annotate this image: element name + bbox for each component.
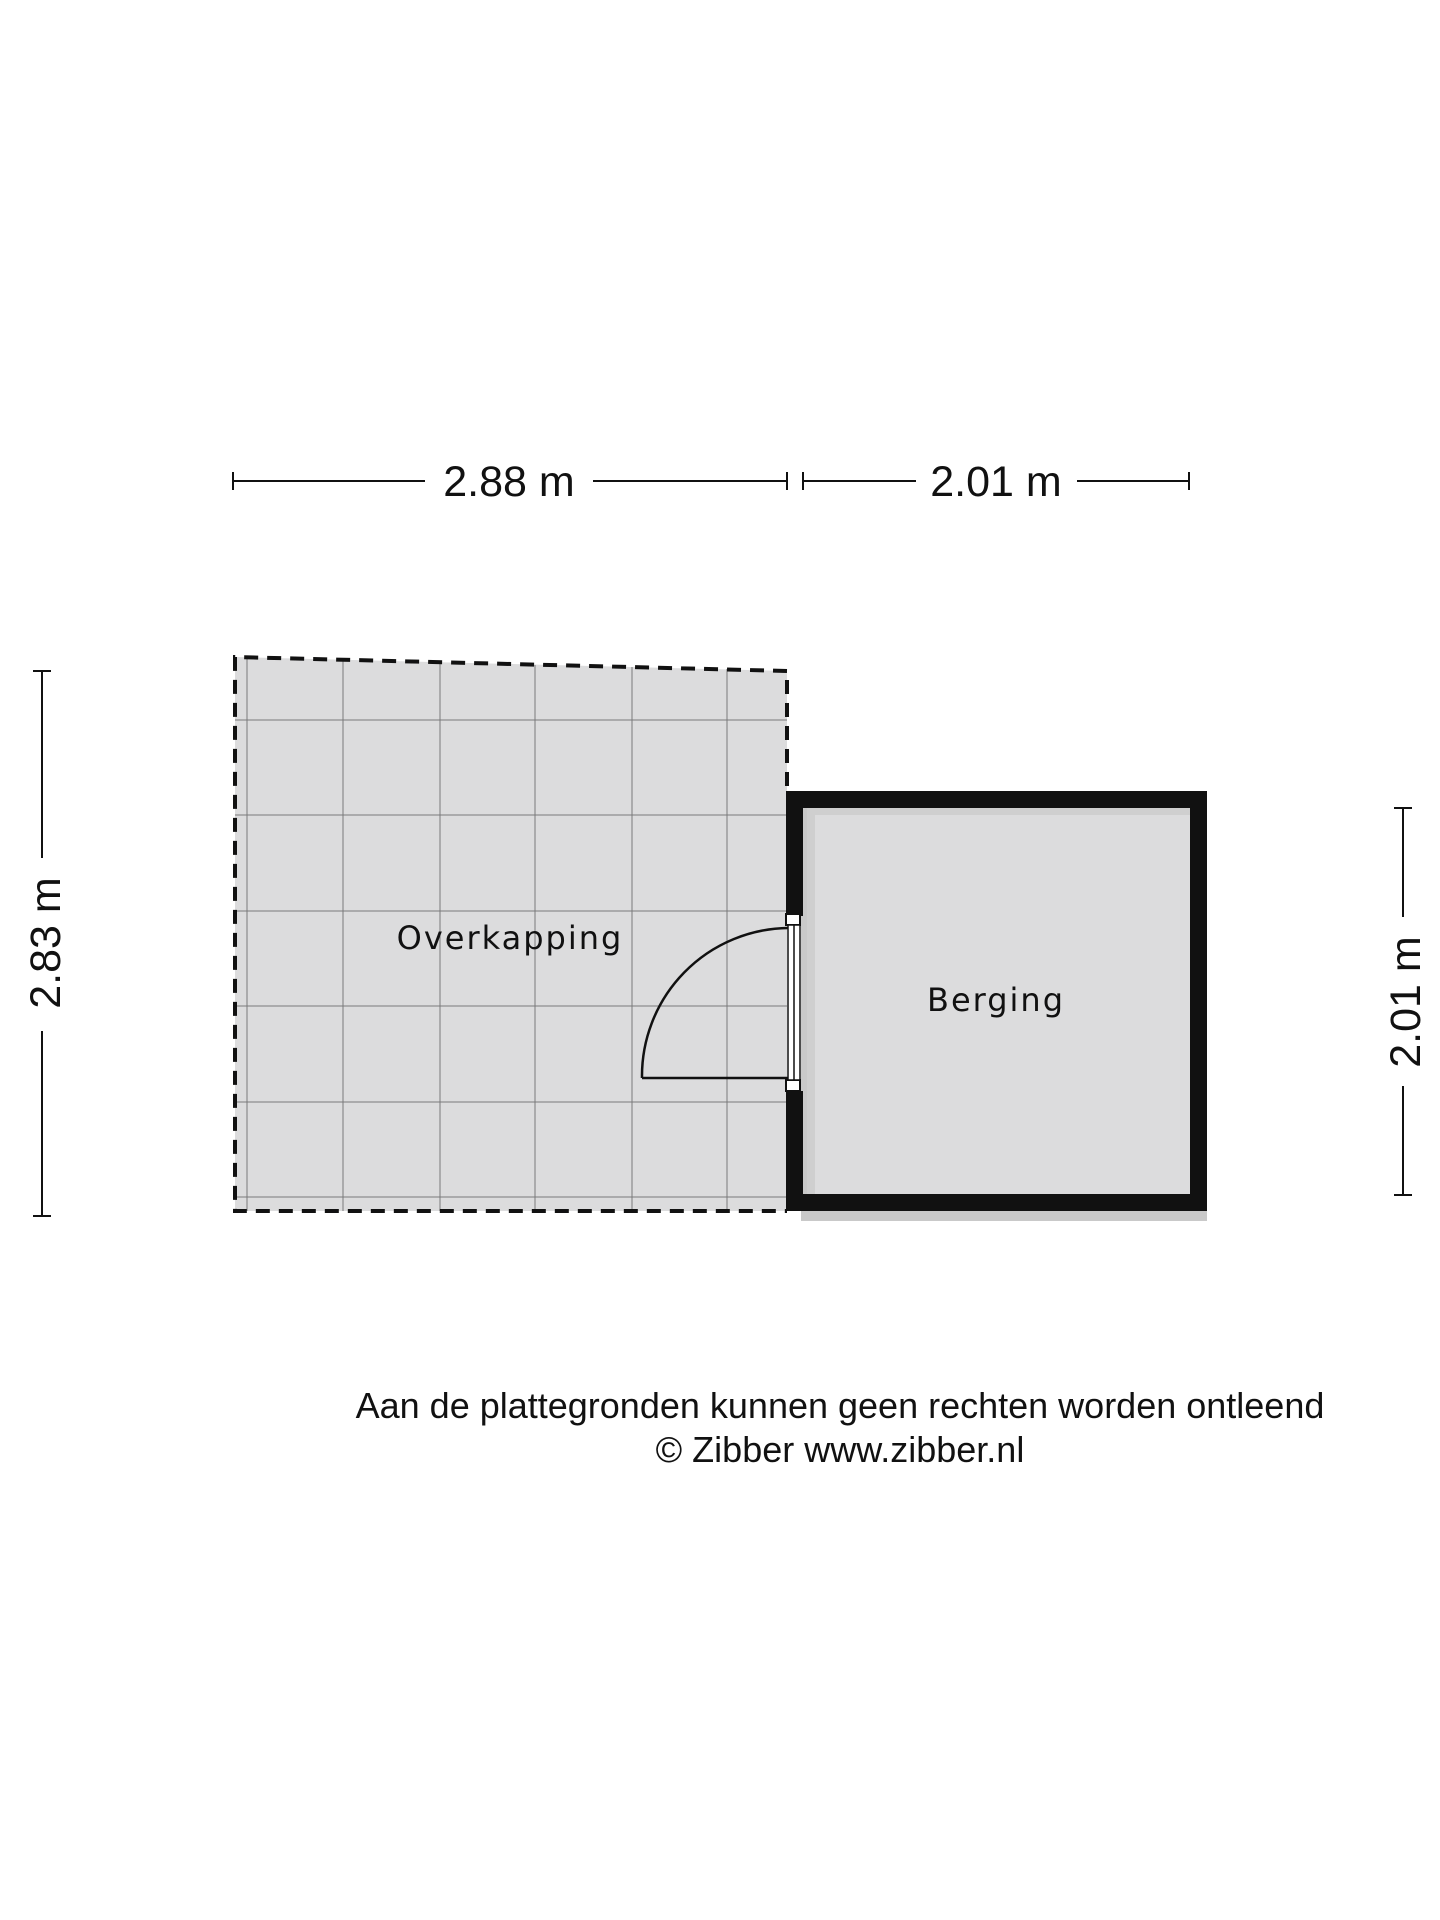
overkapping-outline (233, 654, 789, 1213)
copyright-text: © Zibber www.zibber.nl (655, 1429, 1025, 1470)
dimension-top-right (802, 472, 1190, 490)
door (640, 913, 801, 1092)
dimension-label-right: 2.01 m (1382, 936, 1430, 1067)
berging-inner-shade (807, 807, 1200, 815)
room-label-berging: Berging (927, 981, 1065, 1019)
dimension-label-top-right: 2.01 m (930, 458, 1061, 506)
dimension-top-left (232, 472, 788, 490)
berging-wall-bottom (786, 1194, 1207, 1211)
dimension-label-left: 2.83 m (22, 877, 70, 1008)
berging-inner-shade-left (807, 807, 815, 1203)
berging-wall-right (1190, 791, 1207, 1211)
room-berging (786, 791, 1207, 1221)
room-overkapping (233, 654, 789, 1213)
berging-wall-left-lower (786, 1091, 803, 1211)
door-jamb-top (785, 913, 801, 926)
berging-floor (807, 807, 1200, 1203)
disclaimer-text: Aan de plattegronden kunnen geen rechten… (355, 1385, 1325, 1426)
berging-wall-left-upper (786, 791, 803, 916)
dimension-label-top-left: 2.88 m (443, 458, 574, 506)
overkapping-floor (235, 657, 787, 1211)
dimension-right (1394, 807, 1412, 1196)
room-label-overkapping: Overkapping (397, 919, 624, 957)
tile-grid (235, 658, 787, 1211)
berging-wall-top (786, 791, 1207, 808)
dimension-left (33, 670, 51, 1217)
door-swing-arc (640, 926, 789, 1079)
door-jamb-bottom (785, 1079, 801, 1092)
